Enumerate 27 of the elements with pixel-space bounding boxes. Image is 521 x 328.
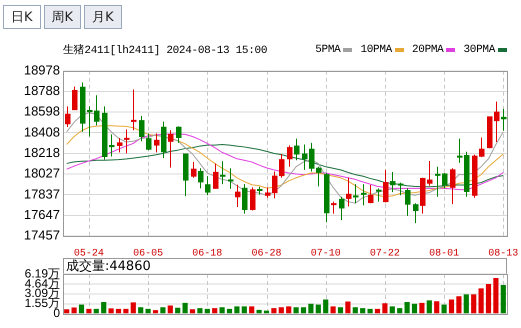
legend-label: 30PMA xyxy=(463,44,495,56)
y-tick-label: 18978 xyxy=(24,62,60,78)
y-tick-label: 6.19万 xyxy=(24,266,60,280)
y-tick-label: 18408 xyxy=(24,124,60,140)
text: 日K xyxy=(3,5,41,29)
x-tick-label: 05-24 xyxy=(74,248,104,260)
x-tick-label: 08-13 xyxy=(488,248,518,260)
chart-title: 生猪2411[lh2411] 2024-08-13 15:00 xyxy=(63,43,268,57)
legend-label: 20PMA xyxy=(412,44,444,56)
x-tick-label: 07-22 xyxy=(370,248,400,260)
chart-title: 成交量:44860 xyxy=(63,258,507,275)
x-tick-label: 06-18 xyxy=(192,248,222,260)
y-tick-label: 17647 xyxy=(24,206,60,222)
y-tick-label: 17837 xyxy=(24,186,60,202)
y-tick-label: 17457 xyxy=(24,228,60,243)
text: 月K xyxy=(84,5,122,29)
x-tick-label: 06-05 xyxy=(133,248,164,260)
y-tick-label: 18598 xyxy=(24,104,60,119)
x-tick-label: 07-10 xyxy=(310,248,341,260)
y-tick-label: 18027 xyxy=(24,166,60,181)
x-tick-label: 06-28 xyxy=(251,248,282,260)
x-tick-label: 08-01 xyxy=(429,248,460,260)
y-tick-label: 18218 xyxy=(24,144,60,160)
legend-label: 5PMA xyxy=(315,44,340,56)
legend-label: 10PMA xyxy=(360,44,392,56)
text: 周K xyxy=(44,5,82,29)
y-tick-label: 18788 xyxy=(24,83,60,98)
